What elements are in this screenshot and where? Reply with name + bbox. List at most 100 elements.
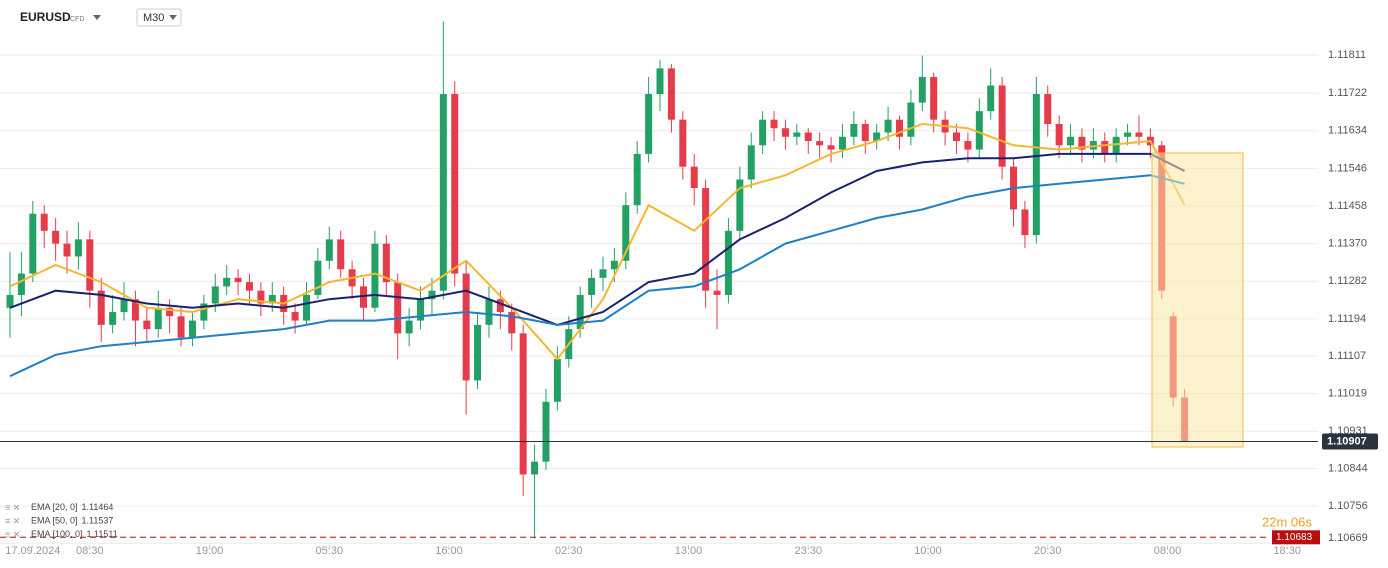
candle-body — [166, 307, 174, 317]
y-tick-label: 1.11811 — [1328, 49, 1366, 61]
candle-body — [382, 243, 390, 283]
candle-body — [29, 213, 37, 274]
y-tick-label: 1.11458 — [1328, 200, 1367, 212]
x-tick-label: 17.09.2024 — [5, 545, 60, 557]
candle-body — [1055, 123, 1063, 146]
candle-body — [1067, 136, 1075, 146]
legend-name: EMA [20, 0] — [31, 502, 78, 512]
candle-body — [542, 401, 550, 462]
candle-body — [770, 119, 778, 129]
candle-body — [1089, 141, 1097, 150]
candle-body — [120, 299, 128, 313]
timeframe: M30 — [143, 12, 164, 24]
candle-body — [63, 243, 71, 257]
candle-body — [451, 94, 459, 274]
candle-body — [394, 282, 402, 334]
candle-body — [599, 269, 607, 278]
candle-body — [884, 119, 892, 133]
y-tick-label: 1.11107 — [1328, 350, 1366, 362]
y-tick-label: 1.10756 — [1328, 500, 1368, 512]
candle-body — [40, 213, 48, 231]
highlight-box — [1151, 152, 1244, 448]
candle-body — [234, 277, 242, 283]
candle-body — [302, 294, 310, 321]
ema-line — [9, 122, 1186, 361]
y-tick-label: 1.11546 — [1328, 162, 1367, 174]
candle-body — [576, 294, 584, 330]
candle-body — [337, 239, 345, 270]
last-price-box — [1322, 433, 1378, 450]
candle-body — [405, 320, 413, 334]
candle-body — [1044, 94, 1052, 124]
candle-body — [850, 123, 858, 137]
candle-body — [417, 299, 425, 321]
candle-body — [74, 239, 82, 257]
x-tick-label: 23:30 — [794, 545, 822, 557]
candle-body — [86, 239, 94, 291]
candle-body — [918, 76, 926, 103]
last-price-label: 1.10907 — [1327, 435, 1367, 447]
candle-body — [439, 94, 447, 291]
candle-body — [177, 316, 185, 338]
candle-body — [200, 303, 208, 321]
candle-body — [223, 277, 231, 287]
x-tick-label: 08:30 — [76, 545, 104, 557]
candle-body — [1101, 141, 1109, 154]
x-tick-label: 02:30 — [555, 545, 583, 557]
candle-body — [895, 119, 903, 137]
x-tick-label: 05:30 — [316, 545, 344, 557]
candle-body — [1078, 136, 1086, 150]
candle-body — [838, 136, 846, 150]
x-tick-label: 16:00 — [435, 545, 463, 557]
candle-body — [690, 166, 698, 189]
candle-body — [1032, 94, 1040, 236]
y-tick-label: 1.11194 — [1328, 313, 1366, 325]
instrument: CFD — [70, 16, 84, 23]
candle-body — [17, 273, 25, 295]
candle-body — [667, 68, 675, 120]
candle-body — [804, 132, 812, 142]
candle-body — [1124, 132, 1132, 137]
dropdown-arrow — [169, 15, 177, 20]
legend-entry: EMA [100, 0] 1.11511 — [31, 529, 118, 539]
ema-line — [9, 152, 1186, 326]
timeframe-box[interactable] — [136, 8, 182, 27]
candle-body — [964, 141, 972, 150]
candle-body — [781, 128, 789, 137]
legend-icon: ≡ ✕ — [5, 502, 20, 512]
candle-body — [109, 312, 117, 325]
legend-name: EMA [50, 0] — [31, 516, 78, 526]
candle-body — [975, 111, 983, 150]
x-tick-label: 13:00 — [675, 545, 703, 557]
candle-body — [759, 119, 767, 146]
legend-name: EMA [100, 0] — [31, 529, 83, 539]
candle-body — [97, 290, 105, 325]
symbol[interactable]: EURUSD — [20, 10, 71, 24]
candle-body — [1112, 136, 1120, 154]
dropdown-arrow[interactable] — [93, 15, 101, 20]
candle-body — [371, 243, 379, 308]
candle-body — [428, 290, 436, 300]
candle-body — [656, 68, 664, 95]
legend-entry: EMA [20, 0] 1.11464 — [31, 502, 113, 512]
candle-body — [257, 290, 265, 304]
candle-body — [245, 282, 253, 291]
legend-value: 1.11537 — [82, 516, 114, 526]
candle-body — [702, 188, 710, 291]
candle-body — [873, 132, 881, 142]
candle-body — [531, 461, 539, 475]
candle-body — [325, 239, 333, 261]
candle-body — [1135, 132, 1143, 137]
legend-icon: ≡ ✕ — [5, 529, 20, 539]
low-price-label: 1.10683 — [1276, 532, 1313, 543]
candle-body — [713, 290, 721, 295]
candle-body — [861, 123, 869, 142]
x-tick-label: 10:00 — [914, 545, 942, 557]
legend-icon: ≡ ✕ — [5, 516, 20, 526]
candle-body — [131, 299, 139, 321]
candle-body — [519, 333, 527, 475]
candle-body — [793, 132, 801, 137]
candle-body — [553, 359, 561, 402]
candle-body — [462, 273, 470, 381]
